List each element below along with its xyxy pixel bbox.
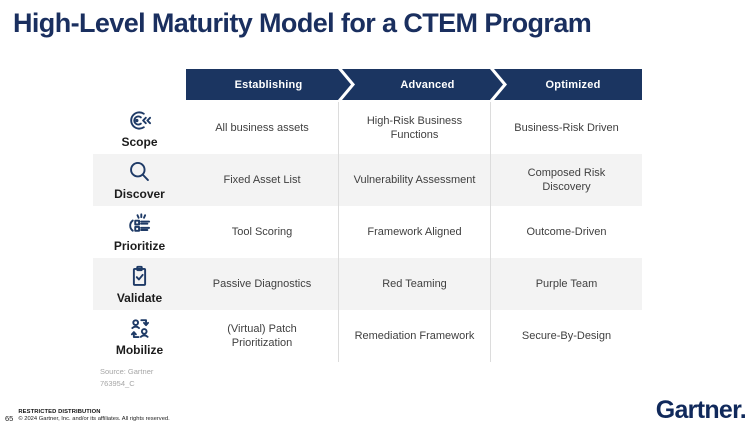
cell-validate-optimized: Purple Team xyxy=(490,258,642,310)
table-row-discover: Discover Fixed Asset List Vulnerability … xyxy=(93,154,642,206)
stage-label: Optimized xyxy=(545,78,601,91)
restricted-distribution-label: RESTRICTED DISTRIBUTION xyxy=(18,408,101,415)
clipboard-check-icon xyxy=(126,263,153,290)
priority-list-icon xyxy=(126,211,153,238)
stage-header-row: Establishing Advanced Optimized xyxy=(186,69,642,100)
row-header-prioritize: Prioritize xyxy=(93,206,186,258)
stage-optimized: Optimized xyxy=(494,69,642,100)
row-label: Mobilize xyxy=(115,343,164,357)
gartner-logo: Gartner. xyxy=(655,396,747,424)
cell-scope-establishing: All business assets xyxy=(215,121,309,134)
cell-discover-optimized: Composed Risk Discovery xyxy=(490,154,642,206)
cell-prioritize-advanced: Framework Aligned xyxy=(338,206,490,258)
stage-establishing: Establishing xyxy=(186,69,351,100)
stage-label: Advanced xyxy=(400,78,455,91)
copyright-text: © 2024 Gartner, Inc. and/or its affiliat… xyxy=(18,416,170,422)
row-label: Scope xyxy=(121,135,158,149)
source-note: Source: Gartner 763954_C xyxy=(100,366,153,389)
target-arrow-icon xyxy=(126,107,153,134)
row-header-discover: Discover xyxy=(93,154,186,206)
cell-mobilize-establishing: (Virtual) Patch Prioritization xyxy=(227,322,297,349)
cell-discover-advanced: Vulnerability Assessment xyxy=(338,154,490,206)
stage-label: Establishing xyxy=(234,78,303,91)
slide-footer: 65 RESTRICTED DISTRIBUTION © 2024 Gartne… xyxy=(5,409,170,423)
row-header-mobilize: Mobilize xyxy=(93,310,186,362)
people-cycle-icon xyxy=(126,315,153,342)
cell-validate-advanced: Red Teaming xyxy=(338,258,490,310)
source-line: Source: Gartner xyxy=(100,367,154,376)
row-label: Validate xyxy=(116,291,163,305)
table-row-prioritize: Prioritize Tool Scoring Framework Aligne… xyxy=(93,206,642,258)
row-header-scope: Scope xyxy=(93,102,186,154)
stage-advanced: Advanced xyxy=(342,69,503,100)
page-number: 65 xyxy=(5,413,14,423)
page-title: High-Level Maturity Model for a CTEM Pro… xyxy=(13,8,592,38)
cell-prioritize-establishing: Tool Scoring xyxy=(231,225,293,238)
row-label: Prioritize xyxy=(113,239,166,253)
table-row-mobilize: Mobilize (Virtual) Patch Prioritization … xyxy=(93,310,642,362)
source-doc-id: 763954_C xyxy=(100,378,135,388)
maturity-table: Establishing Advanced Optimized Scope Al… xyxy=(93,69,642,362)
cell-mobilize-optimized: Secure-By-Design xyxy=(490,310,642,362)
magnifier-icon xyxy=(126,159,153,186)
row-label: Discover xyxy=(114,187,165,201)
cell-discover-establishing: Fixed Asset List xyxy=(223,173,301,186)
table-row-scope: Scope All business assets High-Risk Busi… xyxy=(93,102,642,154)
cell-prioritize-optimized: Outcome-Driven xyxy=(490,206,642,258)
cell-mobilize-advanced: Remediation Framework xyxy=(338,310,490,362)
cell-scope-advanced: High-Risk Business Functions xyxy=(338,102,490,154)
table-row-validate: Validate Passive Diagnostics Red Teaming… xyxy=(93,258,642,310)
row-header-validate: Validate xyxy=(93,258,186,310)
cell-scope-optimized: Business-Risk Driven xyxy=(490,102,642,154)
cell-validate-establishing: Passive Diagnostics xyxy=(212,277,312,290)
